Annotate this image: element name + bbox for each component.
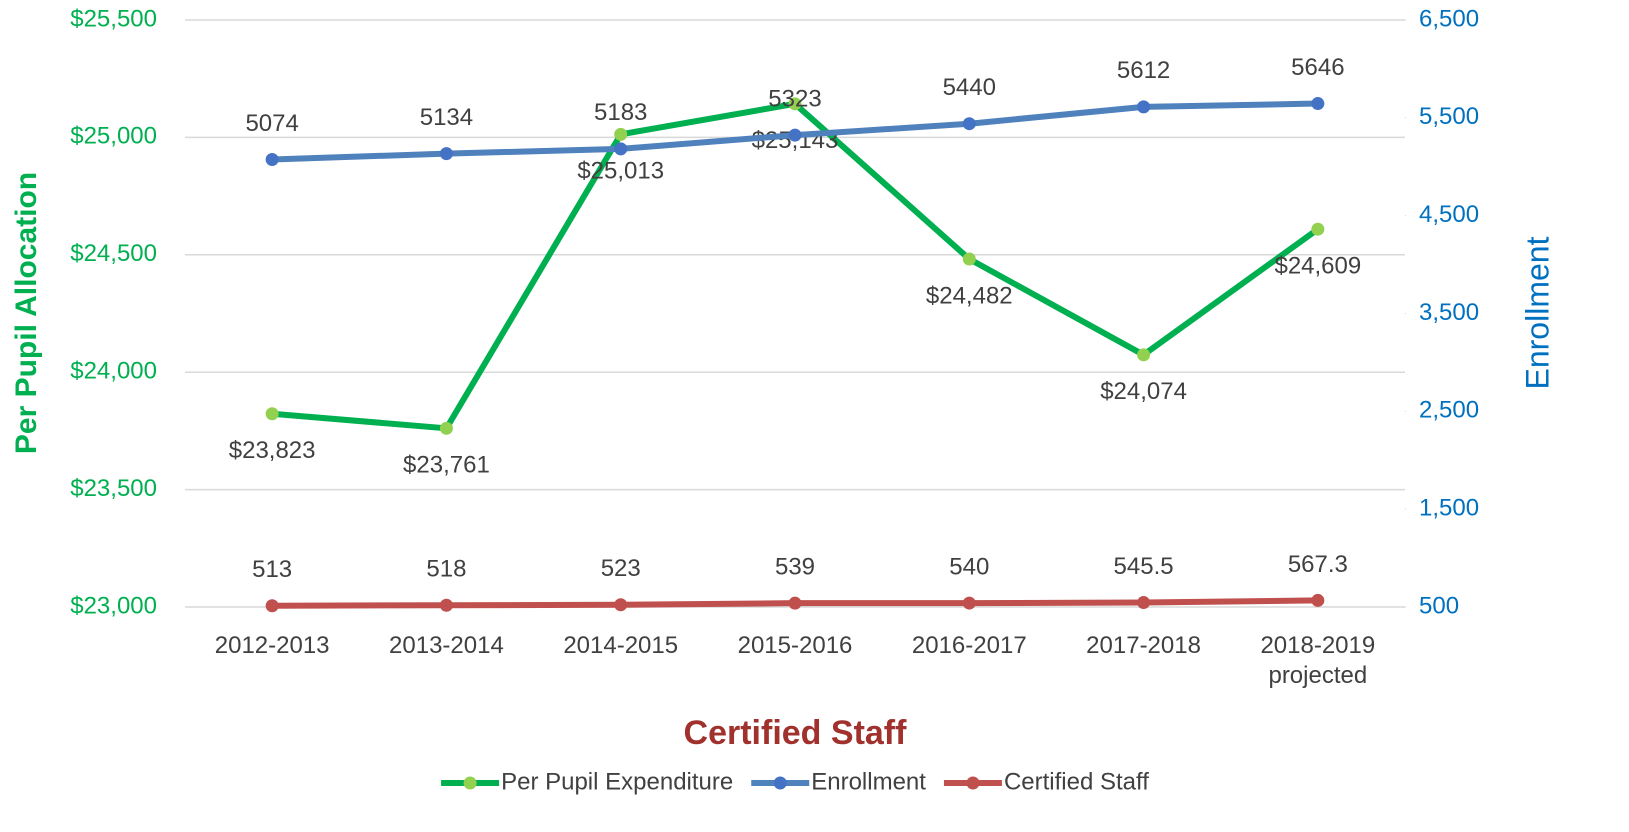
x-tick-label: 2014-2015 [563, 632, 679, 659]
data-point [1311, 97, 1325, 111]
y-tick-label: $23,000 [70, 592, 157, 619]
data-label: 518 [426, 556, 466, 583]
data-point [614, 142, 628, 156]
y-tick-label: $24,500 [70, 240, 157, 267]
data-label: 5323 [768, 85, 821, 112]
data-label: 523 [601, 555, 641, 582]
legend-marker [966, 776, 980, 790]
data-point [1311, 222, 1325, 236]
data-label: 5440 [943, 74, 996, 101]
y-axis-title: Per Pupil Allocation [10, 172, 43, 454]
legend: Per Pupil Expenditure Enrollment Certified… [441, 768, 1149, 795]
data-point [439, 147, 453, 161]
data-point [265, 153, 279, 167]
y2-tick-label: 2,500 [1419, 397, 1479, 424]
data-label: $24,609 [1274, 253, 1361, 280]
data-point [962, 117, 976, 131]
data-label: 539 [775, 554, 815, 581]
data-point [962, 596, 976, 610]
data-point [1137, 348, 1151, 362]
legend-label: Enrollment [811, 768, 926, 795]
data-label: 5074 [245, 110, 298, 137]
legend-marker [463, 776, 477, 790]
y-tick-label: $23,500 [70, 475, 157, 502]
y2-tick-label: 4,500 [1419, 201, 1479, 228]
data-point [1137, 100, 1151, 114]
data-label: 545.5 [1114, 553, 1174, 580]
data-point [1137, 596, 1151, 610]
data-label: $23,823 [229, 437, 316, 464]
data-point [962, 252, 976, 266]
data-point [788, 128, 802, 142]
data-label: $25,013 [577, 158, 664, 185]
x-tick-label: 2018-2019 projected [1260, 632, 1376, 689]
x-tick-label: 2016-2017 [911, 632, 1027, 659]
legend-label: Certified Staff [1004, 768, 1149, 795]
x-axis-title: Certified Staff [684, 714, 908, 752]
x-tick-label: 2012-2013 [214, 632, 330, 659]
x-tick-label: 2015-2016 [737, 632, 853, 659]
data-point [265, 599, 279, 613]
data-point [788, 596, 802, 610]
data-label: 567.3 [1288, 551, 1348, 578]
legend-label: Per Pupil Expenditure [501, 768, 733, 795]
x-tick-label: 2013-2014 [389, 632, 504, 659]
data-point [439, 598, 453, 612]
y-tick-label: $25,000 [70, 123, 157, 150]
data-point [614, 598, 628, 612]
y2-axis-title: Enrollment [1519, 236, 1555, 389]
y2-tick-label: 5,500 [1419, 103, 1479, 130]
data-label: 540 [949, 553, 989, 580]
data-point [614, 127, 628, 141]
y2-tick-label: 6,500 [1419, 5, 1479, 32]
data-label: $24,074 [1100, 378, 1187, 405]
data-label: 5646 [1291, 54, 1344, 81]
y2-tick-label: 1,500 [1419, 495, 1479, 522]
data-label: $23,761 [403, 452, 490, 479]
legend-marker [773, 776, 787, 790]
x-tick-label: 2017-2018 [1086, 632, 1201, 659]
y2-tick-label: 3,500 [1419, 299, 1479, 326]
data-label: 5612 [1117, 57, 1170, 84]
data-point [1311, 593, 1325, 607]
data-point [265, 407, 279, 421]
y-tick-label: $24,000 [70, 358, 157, 385]
data-label: 513 [252, 556, 292, 583]
data-point [439, 421, 453, 435]
data-label: $24,482 [926, 282, 1013, 309]
data-label: 5183 [594, 99, 647, 126]
data-point [788, 97, 802, 111]
y2-tick-label: 500 [1419, 592, 1459, 619]
y-tick-label: $25,500 [70, 5, 157, 32]
data-label: 5134 [420, 104, 473, 131]
